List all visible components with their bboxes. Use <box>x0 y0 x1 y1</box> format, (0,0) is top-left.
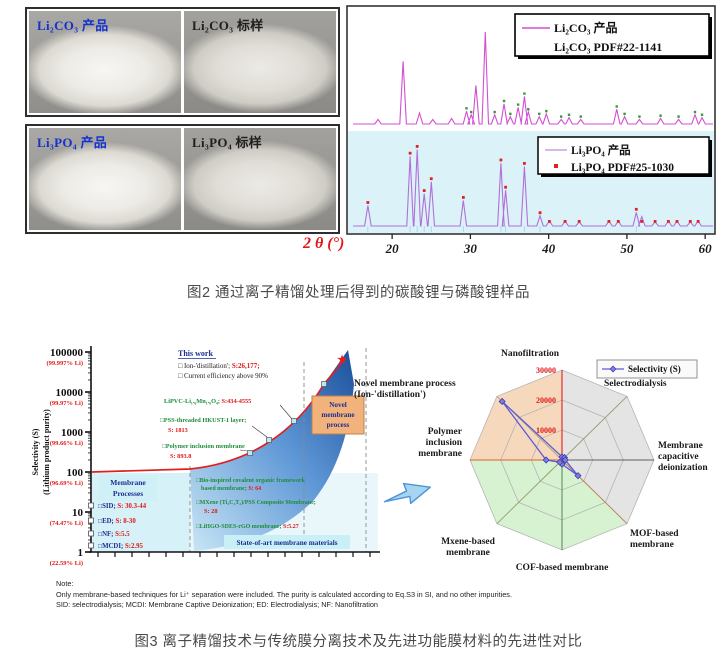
svg-text:Selectivity (S): Selectivity (S) <box>628 364 681 374</box>
svg-text:Li₂CO₃ PDF#22-1141: Li₂CO₃ PDF#22-1141 <box>554 40 662 54</box>
svg-text:1000: 1000 <box>61 427 84 439</box>
svg-text:Mxene-based: Mxene-based <box>441 537 496 547</box>
li2co3-product-photo: Li₂CO₃ 产品 <box>29 11 181 113</box>
svg-text:Novel: Novel <box>329 401 347 409</box>
svg-text:Li₃PO₄ PDF#25-1030: Li₃PO₄ PDF#25-1030 <box>571 162 674 174</box>
li3po4-photo-frame: Li₃PO₄ 产品 Li₃PO₄ 标样 <box>25 124 340 234</box>
svg-text:10: 10 <box>72 507 84 519</box>
svg-text:MOF-based: MOF-based <box>630 529 679 539</box>
svg-text:□ Ion-'distillation'; S:26,177: □ Ion-'distillation'; S:26,177; <box>178 362 260 370</box>
svg-text:State-of-art membrane material: State-of-art membrane materials <box>237 539 338 547</box>
svg-text:(99.66% Li): (99.66% Li) <box>50 440 83 447</box>
svg-text:(99.997% Li): (99.997% Li) <box>47 360 83 367</box>
svg-text:30000: 30000 <box>536 366 556 375</box>
svg-text:10000: 10000 <box>56 387 84 399</box>
xrd-chart: 20 30 40 50 60 Li₂CO₃ 产品 Li₂CO₃ PDF#22-1141 Li₃… <box>346 5 716 256</box>
svg-text:COF-based membrane: COF-based membrane <box>516 563 609 573</box>
svg-text:□LiHGO-SDES-rGO membrane; S:5.: □LiHGO-SDES-rGO membrane; S:5.27 <box>196 524 299 530</box>
svg-text:Novel membrane process: Novel membrane process <box>354 379 456 389</box>
radar-chart: 10000 20000 30000 Selectivity (S) Nanofiltra… <box>354 349 708 573</box>
note-title: Note: <box>56 579 74 588</box>
svg-text:deionization: deionization <box>658 463 708 473</box>
svg-text:□Bio-inspired covalent organic: □Bio-inspired covalent organic framework <box>196 478 306 484</box>
svg-text:(99.97% Li): (99.97% Li) <box>50 400 83 407</box>
svg-text:Membrane: Membrane <box>110 478 146 487</box>
note-line-1: Only membrane-based techniques for Li⁺ s… <box>56 589 512 599</box>
svg-text:capacitive: capacitive <box>658 452 699 462</box>
svg-text:Selectrodialysis: Selectrodialysis <box>604 379 667 389</box>
note-block: Note: Only membrane-based techniques for… <box>56 579 706 611</box>
li2co3-standard-photo: Li₂CO₃ 标样 <box>184 11 336 113</box>
li3po4-standard-label: Li₃PO₄ 标样 <box>192 135 263 150</box>
svg-text:Li₃PO₄ 产品: Li₃PO₄ 产品 <box>571 143 631 157</box>
svg-text:membrane: membrane <box>321 411 354 419</box>
svg-text:1: 1 <box>78 547 84 559</box>
svg-text:□PSS-threaded HKUST-1 layer;: □PSS-threaded HKUST-1 layer; <box>160 417 246 424</box>
figure2-caption: 图2 通过离子精馏处理后得到的碳酸锂与磷酸锂样品 <box>186 285 531 301</box>
svg-text:(22.59% Li): (22.59% Li) <box>50 560 83 567</box>
li2co3-product-label: Li₂CO₃ 产品 <box>37 18 109 33</box>
svg-text:30: 30 <box>463 241 478 256</box>
note-line-2: SID: selectrodialysis; MCDI: Membrane Ca… <box>56 600 378 610</box>
svg-text:membrane: membrane <box>446 548 490 558</box>
svg-text:Membrane: Membrane <box>658 441 703 451</box>
svg-text:□ Current efficiency above 90%: □ Current efficiency above 90% <box>178 372 268 380</box>
svg-text:membrane: membrane <box>418 449 462 459</box>
svg-text:10000: 10000 <box>536 426 556 435</box>
svg-text:Polymer: Polymer <box>428 427 463 437</box>
svg-text:□Polymer inclusion membrane: □Polymer inclusion membrane <box>162 443 245 450</box>
svg-text:membrane: membrane <box>630 540 674 550</box>
selectivity-chart: ★100000(99.997% Li)10000(99.97% Li)1000(… <box>31 346 380 567</box>
svg-text:inclusion: inclusion <box>426 438 463 448</box>
svg-text:100: 100 <box>67 467 84 479</box>
svg-text:process: process <box>327 421 350 429</box>
li2co3-photo-frame: Li₂CO₃ 产品 Li₂CO₃ 标样 <box>25 7 340 117</box>
svg-text:S: 28: S: 28 <box>204 508 217 515</box>
svg-text:20: 20 <box>385 241 400 256</box>
svg-text:(96.69% Li): (96.69% Li) <box>50 480 83 487</box>
svg-text:40: 40 <box>541 241 556 256</box>
li3po4-product-photo: Li₃PO₄ 产品 <box>29 128 181 230</box>
li3po4-product-label: Li₃PO₄ 产品 <box>37 135 108 150</box>
svg-text:Nanofiltration: Nanofiltration <box>501 349 560 359</box>
svg-text:□MCDI; S:2.95: □MCDI; S:2.95 <box>98 543 143 550</box>
arrow-right-icon <box>383 482 431 505</box>
svg-text:Selectivity (S): Selectivity (S) <box>31 428 40 475</box>
svg-text:50: 50 <box>620 241 634 256</box>
svg-text:Processes: Processes <box>113 489 143 498</box>
xrd-xaxis-label: 2 θ (°) <box>303 235 345 252</box>
svg-text:(Ion-'distillation'): (Ion-'distillation') <box>354 389 426 400</box>
svg-text:□ED; S: 8-30: □ED; S: 8-30 <box>98 518 136 525</box>
svg-text:S: 893.8: S: 893.8 <box>170 453 191 460</box>
svg-text:60: 60 <box>699 241 713 256</box>
svg-text:□NF; S:5.5: □NF; S:5.5 <box>98 531 130 538</box>
svg-text:20000: 20000 <box>536 396 556 405</box>
svg-text:This work: This work <box>178 349 213 358</box>
svg-text:□MXene (Ti₃C₂T₂)/PSS Composite: □MXene (Ti₃C₂T₂)/PSS Composite Membrane; <box>196 499 316 506</box>
figure3-caption: 图3 离子精馏技术与传统膜分离技术及先进功能膜材料的先进性对比 <box>134 634 583 650</box>
svg-text:(74.47% Li): (74.47% Li) <box>50 520 83 527</box>
li3po4-standard-photo: Li₃PO₄ 标样 <box>184 128 336 230</box>
li2co3-standard-label: Li₂CO₃ 标样 <box>192 18 264 33</box>
svg-text:100000: 100000 <box>50 347 84 359</box>
svg-text:★: ★ <box>337 354 347 366</box>
svg-text:S: 1813: S: 1813 <box>168 427 188 434</box>
svg-text:Li₂CO₃ 产品: Li₂CO₃ 产品 <box>554 20 618 35</box>
svg-text:(Lithium product purity): (Lithium product purity) <box>42 409 51 495</box>
svg-text:LiPVC-Li₁.₆Mn₁.₆O₄; S:434-4555: LiPVC-Li₁.₆Mn₁.₆O₄; S:434-4555 <box>164 398 251 405</box>
svg-text:based membrane; S: 64: based membrane; S: 64 <box>201 486 261 492</box>
svg-text:□SID; S: 30.3-44: □SID; S: 30.3-44 <box>98 503 147 510</box>
